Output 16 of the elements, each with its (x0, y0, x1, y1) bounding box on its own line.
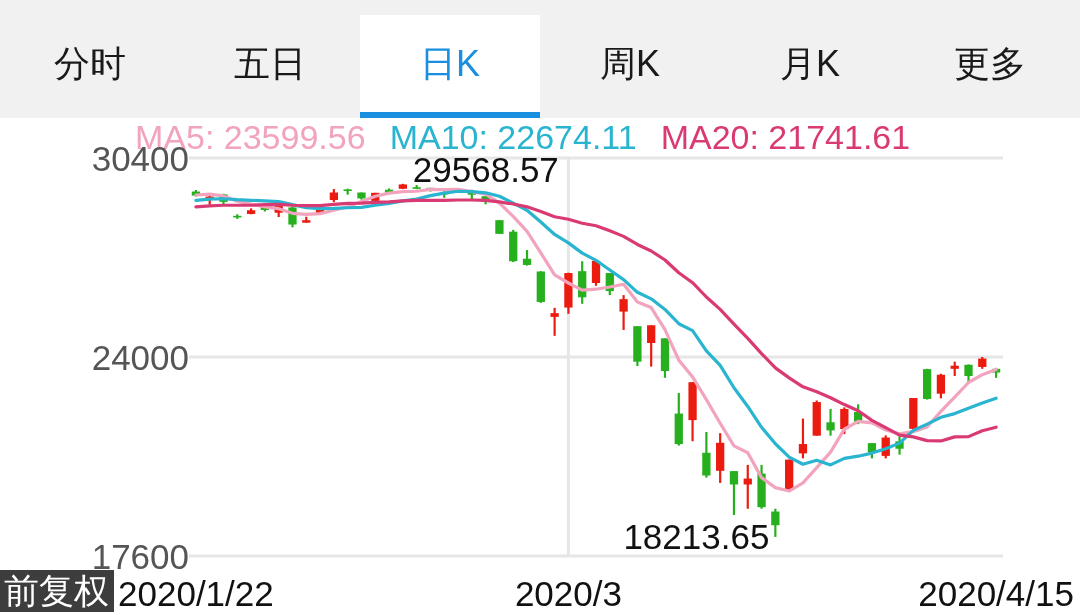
tab-label: 月K (780, 43, 840, 84)
x-tick-label: 2020/4/15 (918, 574, 1074, 613)
x-tick-label: 2020/3 (514, 574, 622, 613)
note: 前复权 (0, 570, 114, 612)
note: 18213.65 (623, 524, 770, 550)
note: 29568.57 (412, 156, 559, 182)
y-tick-label: 24000 (91, 344, 189, 370)
legend-item: MA10: 22674.11 (389, 118, 637, 156)
legend-item: MA20: 21741.61 (660, 118, 911, 156)
tab-label: 周K (600, 43, 660, 84)
tab-label: 更多 (954, 43, 1026, 84)
y-tick-label: 17600 (91, 543, 189, 569)
tab-label: 分时 (54, 43, 126, 84)
x-tick-label: 2020/1/22 (118, 574, 274, 613)
tab-label: 五日 (234, 43, 306, 84)
tab-label: 日K (420, 43, 480, 84)
